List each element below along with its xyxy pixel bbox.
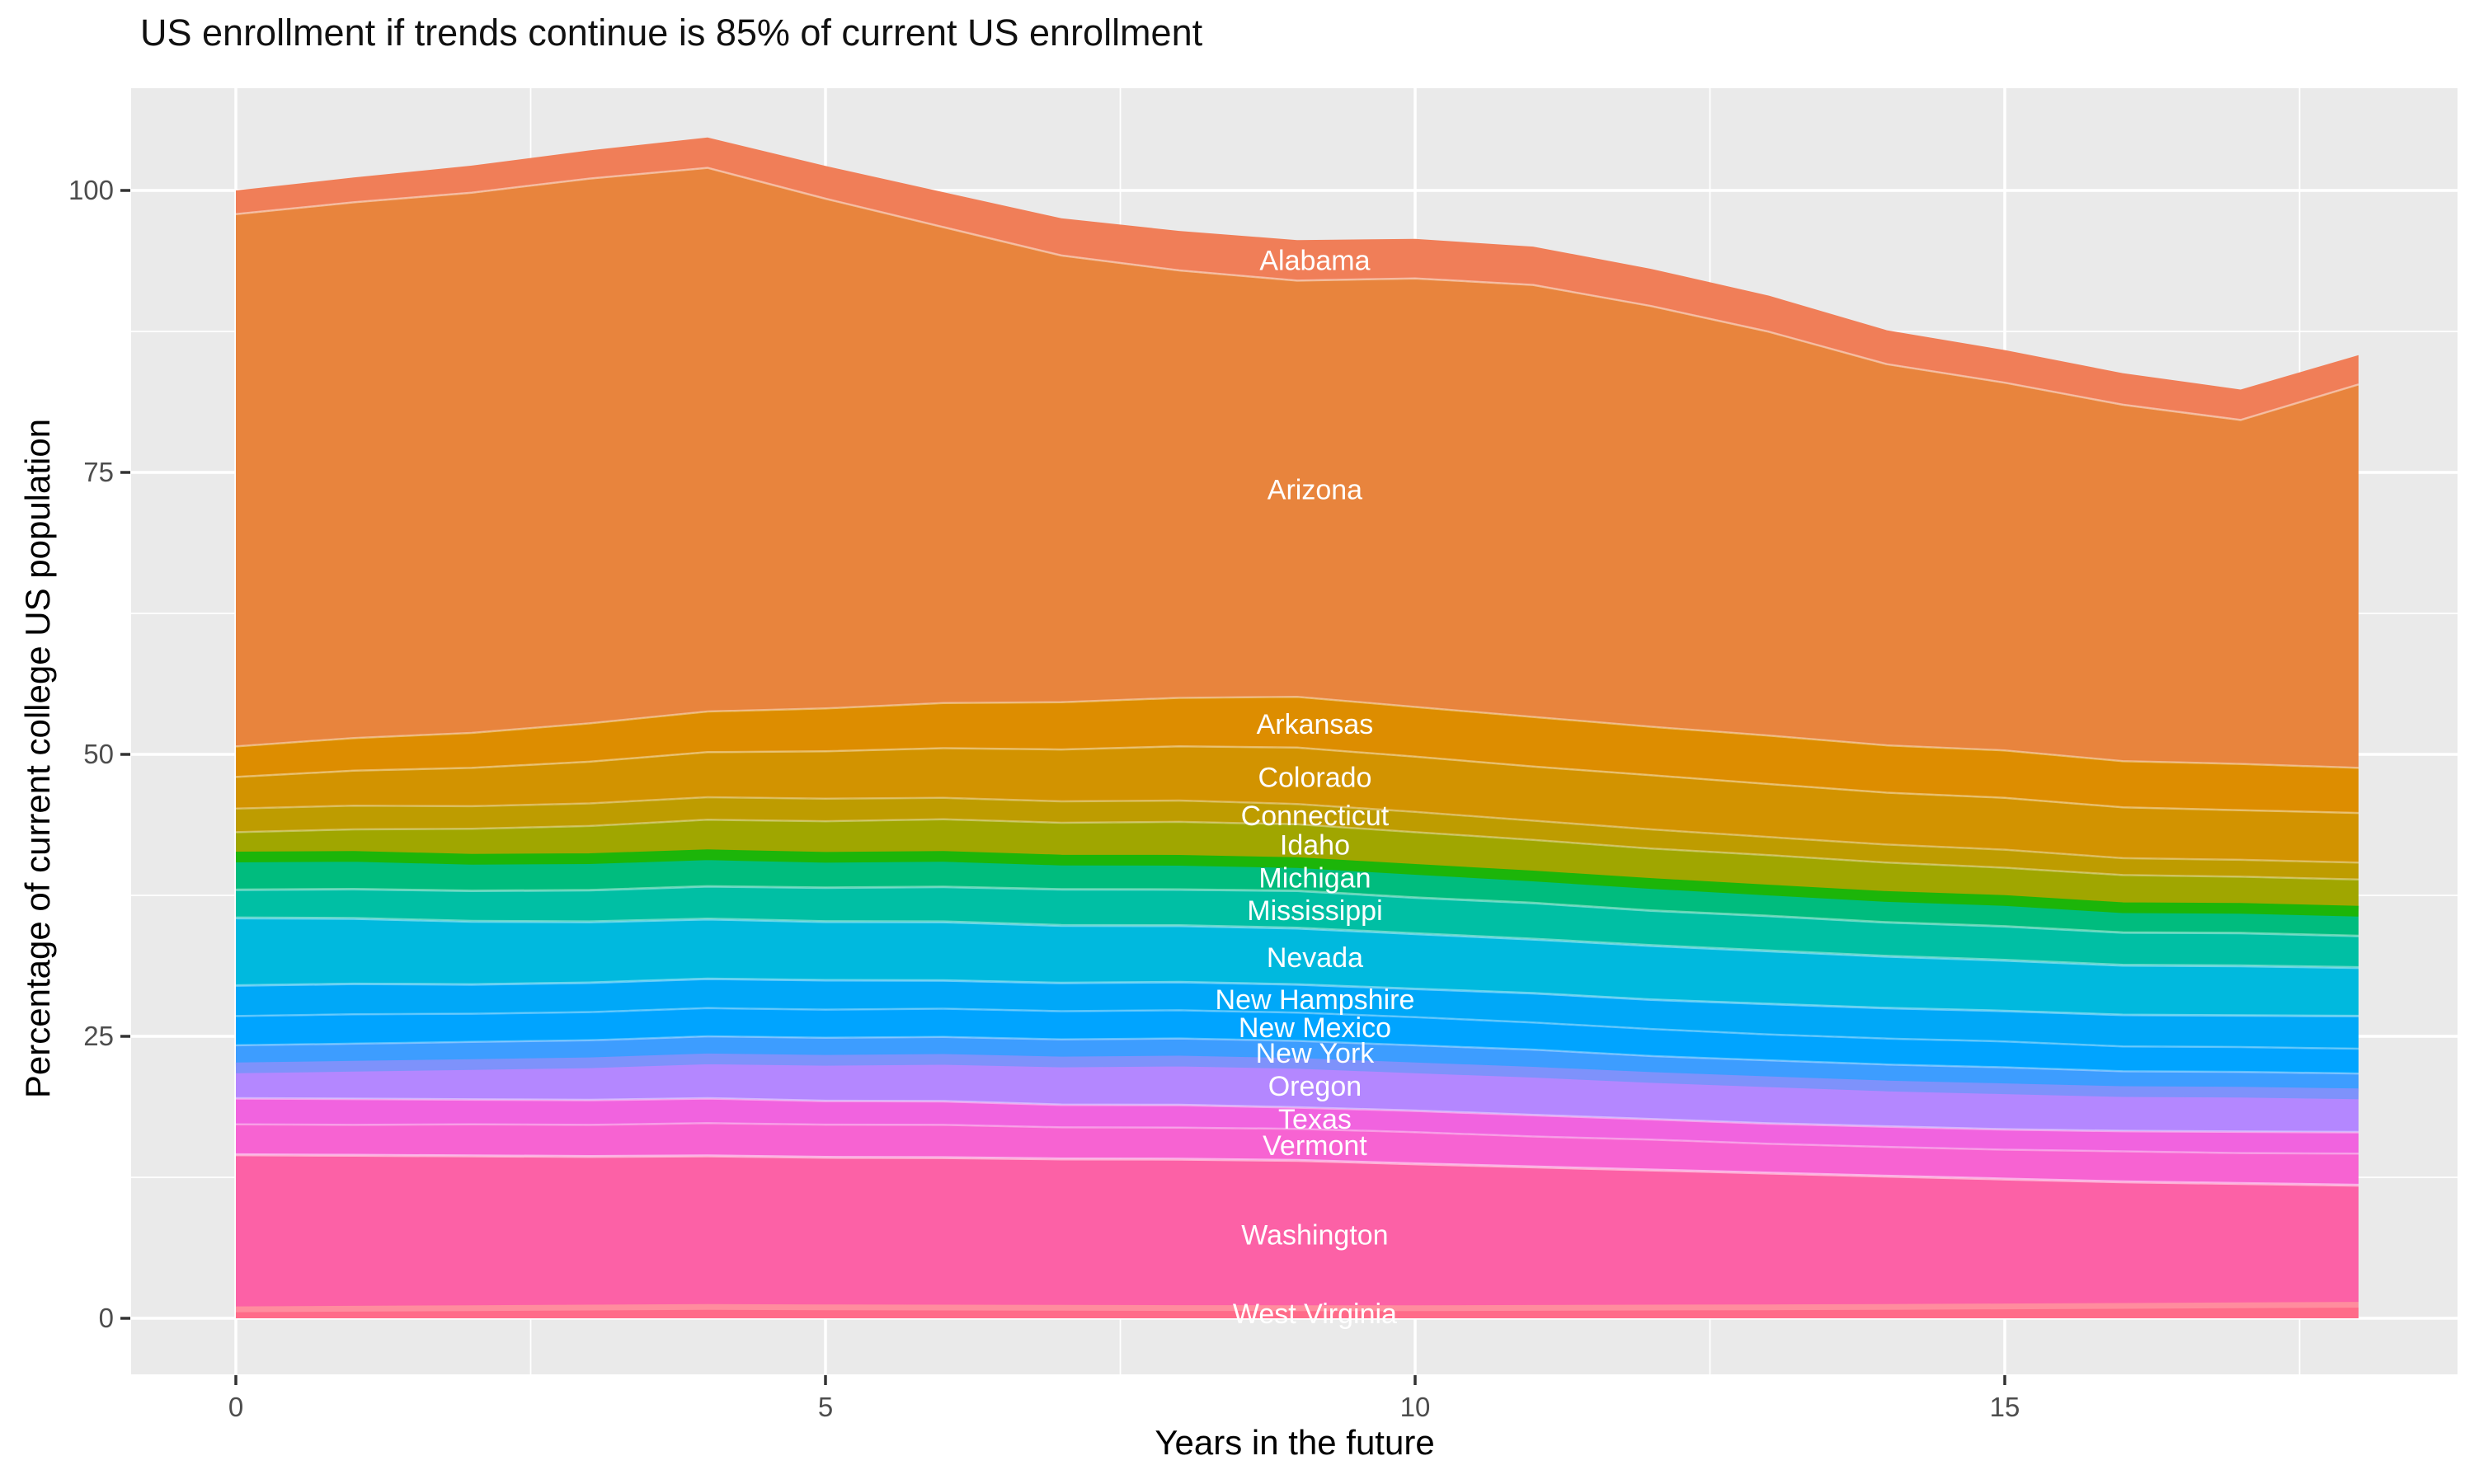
edge-colorado	[235, 745, 2359, 815]
area-washington	[236, 1154, 2359, 1310]
edge-west-virginia	[235, 1302, 2359, 1313]
edge-nevada	[235, 916, 2359, 970]
y-tick-label: 25	[83, 1021, 114, 1051]
edge-washington	[235, 1153, 2359, 1187]
area-new-hampshire	[236, 979, 2359, 1049]
x-tick-label: 5	[818, 1392, 833, 1422]
area-arizona	[236, 167, 2359, 768]
chart-title: US enrollment if trends continue is 85% …	[140, 12, 1203, 54]
edge-mississippi	[235, 885, 2359, 937]
area-colorado	[236, 746, 2359, 863]
edge-new-mexico	[235, 1007, 2359, 1050]
label-texas: Texas	[1278, 1104, 1352, 1135]
y-tick-label: 0	[99, 1303, 114, 1333]
label-washington: Washington	[1241, 1219, 1388, 1251]
y-tick-label: 75	[83, 457, 114, 487]
label-arizona: Arizona	[1268, 475, 1362, 506]
label-new-mexico: New Mexico	[1239, 1012, 1391, 1044]
label-west-virginia: West Virginia	[1233, 1298, 1397, 1330]
edge-arizona	[235, 167, 2359, 421]
edge-oregon	[235, 1053, 2359, 1100]
y-tick-label: 50	[83, 739, 114, 769]
x-tick-label: 10	[1400, 1392, 1431, 1422]
y-axis-title: Percentage of current college US populat…	[18, 418, 57, 1099]
edge-arkansas	[235, 695, 2359, 769]
area-oregon	[236, 1059, 2359, 1133]
area-new-mexico	[236, 1007, 2359, 1074]
area-alabama	[236, 137, 2359, 420]
label-nevada: Nevada	[1267, 942, 1363, 974]
area-mississippi	[236, 886, 2359, 968]
area-texas	[236, 1098, 2359, 1154]
label-new-hampshire: New Hampshire	[1216, 984, 1415, 1016]
edge-new-york	[235, 1035, 2359, 1075]
label-oregon: Oregon	[1268, 1071, 1362, 1102]
x-tick-label: 0	[228, 1392, 243, 1422]
label-connecticut: Connecticut	[1241, 801, 1390, 832]
label-alabama: Alabama	[1259, 246, 1370, 277]
label-vermont: Vermont	[1263, 1130, 1367, 1162]
label-michigan: Michigan	[1258, 863, 1371, 895]
x-tick-label: 15	[1990, 1392, 2020, 1422]
edge-idaho	[235, 818, 2359, 881]
area-vermont	[236, 1123, 2359, 1186]
area-michigan	[236, 854, 2359, 937]
x-axis-title: Years in the future	[1155, 1423, 1435, 1462]
edge-new-hampshire	[235, 977, 2359, 1017]
area-nevada	[236, 918, 2359, 1017]
label-mississippi: Mississippi	[1247, 895, 1382, 927]
area-connecticut	[236, 797, 2359, 880]
label-new-york: New York	[1256, 1038, 1376, 1069]
area-arkansas	[236, 697, 2359, 814]
label-arkansas: Arkansas	[1257, 709, 1374, 740]
y-tick-label: 100	[68, 175, 114, 205]
label-colorado: Colorado	[1258, 763, 1371, 794]
edge-texas	[235, 1097, 2359, 1134]
edge-connecticut	[235, 796, 2359, 864]
edge-vermont	[235, 1122, 2359, 1155]
label-idaho: Idaho	[1280, 829, 1350, 861]
edge-michigan	[235, 849, 2359, 917]
